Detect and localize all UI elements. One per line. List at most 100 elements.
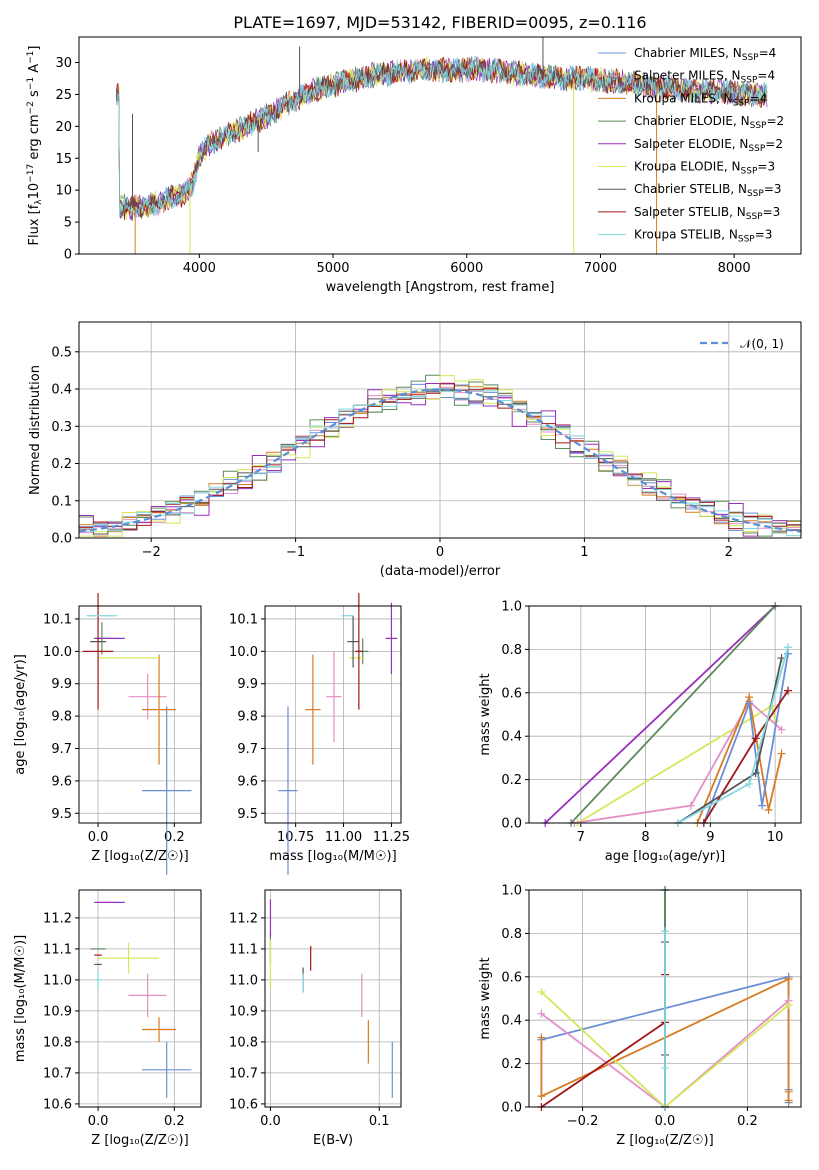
mass-weight-vs-age-x-label: age [log₁₀(age/yr)] <box>605 849 726 864</box>
y-tick-label: 0.4 <box>501 1014 522 1029</box>
mass-weight-vs-age-y-label: mass weight <box>478 673 493 755</box>
y-tick-label: 9.5 <box>51 807 72 822</box>
y-tick-label: 0 <box>64 248 72 263</box>
weight-line-salpeter-elodie <box>544 605 776 824</box>
x-tick-label: 4000 <box>183 261 216 276</box>
y-tick-label: 0.4 <box>51 383 72 398</box>
age-vs-mass-frame <box>264 605 402 824</box>
y-tick-label: 0.0 <box>51 532 72 547</box>
y-tick-label: 0.4 <box>501 730 522 745</box>
legend-entry: Kroupa STELIB, NSSP=3 <box>634 228 772 245</box>
y-tick-label: 10.7 <box>229 1066 258 1081</box>
weight-marker <box>777 749 786 758</box>
y-tick-label: 9.7 <box>237 742 258 757</box>
mass-vs-Z-frame <box>78 889 202 1108</box>
weight-marker <box>751 734 760 743</box>
spectrum-panel: 4000 5000 6000 7000 8000 0 5 10 15 20 25 30 Chabrier… <box>26 36 802 295</box>
x-tick-label: 7000 <box>584 261 617 276</box>
x-tick-label: 0.0 <box>260 1114 281 1129</box>
x-tick-label: 8 <box>641 830 649 845</box>
y-tick-label: 0.2 <box>501 1057 522 1072</box>
y-tick-label: 25 <box>55 88 72 103</box>
weight-line-kroupa-miles <box>696 693 783 824</box>
x-tick-label: 1 <box>580 545 588 560</box>
spectrum-y-label: Flux [fλ10−17 erg cm−2 s−1 A−1] <box>26 46 44 246</box>
weight-marker <box>784 1087 793 1096</box>
x-tick-label: 0.1 <box>369 1114 390 1129</box>
y-tick-label: 11.2 <box>43 911 72 926</box>
age-vs-mass-x-label: mass [log₁₀(M/M☉)] <box>269 849 396 864</box>
weight-line-salpeter-miles <box>574 700 783 824</box>
x-tick-label: −1 <box>286 545 305 560</box>
legend-entry: 𝒩(0, 1) <box>740 337 784 351</box>
y-tick-label: 0.2 <box>501 773 522 788</box>
mass-vs-EBV-panel: 0.0 0.1 10.6 10.7 10.8 10.9 11.0 11.1 11.2 E(B-V) <box>229 889 402 1148</box>
mass-weight-vs-age-panel: 7 8 9 10 0.0 0.2 0.4 0.6 0.8 1.0 age [log₁₀(age/yr… <box>478 600 802 864</box>
mass-vs-EBV-frame <box>264 889 402 1108</box>
x-tick-label: 10.75 <box>277 830 314 845</box>
age-vs-Z-y-label: age [log₁₀(age/yr)] <box>13 654 28 775</box>
y-tick-label: 10.0 <box>43 645 72 660</box>
weight-marker <box>537 1092 546 1101</box>
legend-entry: Salpeter ELODIE, NSSP=2 <box>634 137 783 154</box>
y-tick-label: 0.2 <box>51 457 72 472</box>
weight-marker <box>784 974 793 983</box>
weight-marker <box>784 1001 793 1010</box>
weight-marker <box>537 987 546 996</box>
weight-marker <box>784 1096 793 1105</box>
y-tick-label: 9.8 <box>51 710 72 725</box>
y-tick-label: 0.8 <box>501 643 522 658</box>
y-tick-label: 10 <box>55 184 72 199</box>
legend-entry: Chabrier STELIB, NSSP=3 <box>634 182 782 199</box>
x-tick-label: 11.00 <box>325 830 362 845</box>
weight-marker <box>686 801 695 810</box>
y-tick-label: 10.6 <box>43 1097 72 1112</box>
legend-entry: Kroupa ELODIE, NSSP=3 <box>634 160 775 177</box>
y-tick-label: 0.1 <box>51 494 72 509</box>
mass-vs-Z-x-label: Z [log₁₀(Z/Z☉)] <box>91 1133 188 1148</box>
y-tick-label: 10.9 <box>43 1004 72 1019</box>
normal-curve <box>78 388 802 533</box>
y-tick-label: 10.7 <box>43 1066 72 1081</box>
mass-weight-vs-age-frame <box>528 605 802 824</box>
x-tick-label: 0.2 <box>737 1114 758 1129</box>
mass-weight-vs-Z-frame <box>528 889 802 1108</box>
y-tick-label: 11.2 <box>229 911 258 926</box>
y-tick-label: 11.0 <box>229 973 258 988</box>
x-tick-label: 0.2 <box>164 830 185 845</box>
x-tick-label: 5000 <box>316 261 349 276</box>
weight-marker <box>777 725 786 734</box>
y-tick-label: 10.8 <box>229 1035 258 1050</box>
y-tick-label: 0.6 <box>501 970 522 985</box>
y-tick-label: 5 <box>64 216 72 231</box>
age-vs-Z-frame <box>78 605 202 824</box>
weight-marker <box>758 801 767 810</box>
x-tick-label: 6000 <box>450 261 483 276</box>
y-tick-label: 15 <box>55 152 72 167</box>
x-tick-label: −2 <box>142 545 161 560</box>
y-tick-label: 10.6 <box>229 1097 258 1112</box>
y-tick-label: 0.0 <box>501 817 522 832</box>
weight-marker <box>764 805 773 814</box>
y-tick-label: 10.1 <box>43 612 72 627</box>
x-tick-label: 2 <box>725 545 733 560</box>
y-tick-label: 10.9 <box>229 1004 258 1019</box>
x-tick-label: 0.0 <box>655 1114 676 1129</box>
x-tick-label: 9 <box>706 830 714 845</box>
y-tick-label: 0.6 <box>501 686 522 701</box>
y-tick-label: 1.0 <box>501 600 522 615</box>
legend-entry: Salpeter STELIB, NSSP=3 <box>634 205 780 222</box>
y-tick-label: 9.8 <box>237 710 258 725</box>
y-tick-label: 0.0 <box>501 1101 522 1116</box>
age-vs-Z-panel: 0.0 0.2 9.5 9.6 9.7 9.8 9.9 10.0 10.1 Z [log₁₀(Z/… <box>13 593 202 875</box>
mass-weight-vs-Z-x-label: Z [log₁₀(Z/Z☉)] <box>616 1133 713 1148</box>
age-vs-Z-x-label: Z [log₁₀(Z/Z☉)] <box>91 849 188 864</box>
x-tick-label: 8000 <box>718 261 751 276</box>
figure-title: PLATE=1697, MJD=53142, FIBERID=0095, z=0… <box>233 13 646 32</box>
y-tick-label: 9.5 <box>237 807 258 822</box>
y-tick-label: 9.6 <box>51 774 72 789</box>
x-tick-label: 11.25 <box>373 830 410 845</box>
mass-vs-Z-panel: 0.0 0.2 10.6 10.7 10.8 10.9 11.0 11.1 11.2 Z [log… <box>13 889 202 1148</box>
chart-panels: 4000 5000 6000 7000 8000051015202530Chabrier… <box>13 36 802 1148</box>
